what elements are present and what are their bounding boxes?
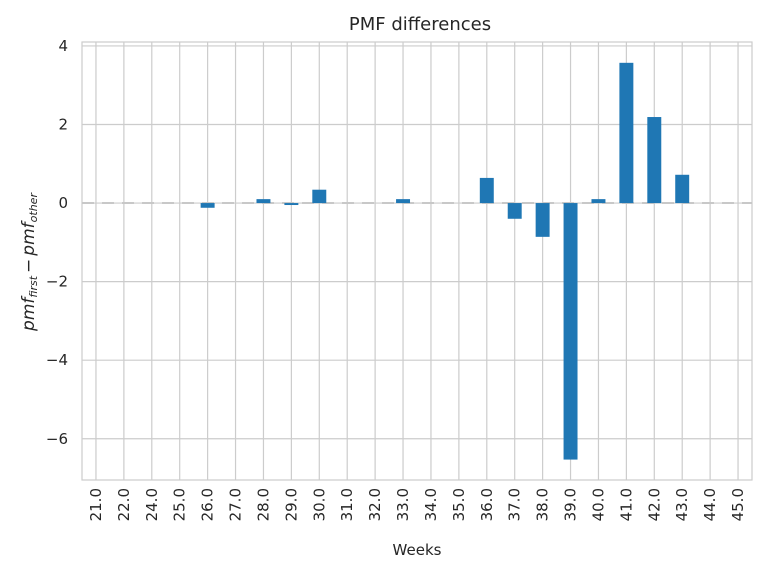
plot-area bbox=[81, 41, 753, 481]
x-tick-label: 39.0 bbox=[562, 488, 580, 521]
x-tick-label: 32.0 bbox=[366, 488, 384, 521]
y-tick-label: −6 bbox=[46, 430, 68, 448]
x-tick-label: 31.0 bbox=[338, 488, 356, 521]
bar bbox=[284, 203, 299, 206]
x-tick-label: 35.0 bbox=[450, 488, 468, 521]
x-tick-label: 41.0 bbox=[617, 488, 635, 521]
x-tick-label: 40.0 bbox=[589, 488, 607, 521]
bar bbox=[619, 62, 634, 204]
y-label-sub-2: other bbox=[27, 192, 40, 223]
x-tick-label: 28.0 bbox=[254, 488, 272, 521]
y-axis-label: pmffirst−pmfother bbox=[19, 192, 40, 332]
x-tick-label: 34.0 bbox=[422, 488, 440, 521]
x-tick-label: 30.0 bbox=[310, 488, 328, 521]
y-tick-label: −2 bbox=[46, 273, 68, 291]
x-tick-label: 29.0 bbox=[282, 488, 300, 521]
bar bbox=[647, 117, 662, 204]
y-tick-labels: −6 −4 −2 0 2 4 bbox=[46, 37, 68, 448]
x-tick-label: 24.0 bbox=[143, 488, 161, 521]
chart-title: PMF differences bbox=[349, 14, 491, 35]
bar bbox=[591, 199, 606, 204]
y-tick-label: −4 bbox=[46, 351, 68, 369]
bar bbox=[535, 203, 550, 237]
x-tick-label: 38.0 bbox=[534, 488, 552, 521]
x-tick-label: 21.0 bbox=[87, 488, 105, 521]
bars bbox=[200, 62, 690, 460]
bar bbox=[200, 203, 215, 208]
x-tick-label: 22.0 bbox=[115, 488, 133, 521]
y-label-base-1: pmf bbox=[19, 295, 39, 332]
y-tick-label: 4 bbox=[58, 37, 68, 55]
x-tick-label: 44.0 bbox=[701, 488, 719, 521]
bar bbox=[312, 189, 327, 204]
bar bbox=[479, 177, 494, 204]
y-label-sub-1: first bbox=[27, 275, 40, 297]
x-tick-label: 25.0 bbox=[171, 488, 189, 521]
y-tick-label: 0 bbox=[58, 194, 68, 212]
y-tick-label: 2 bbox=[58, 115, 68, 133]
x-tick-label: 42.0 bbox=[645, 488, 663, 521]
x-tick-label: 27.0 bbox=[227, 488, 245, 521]
bar bbox=[256, 199, 271, 204]
x-tick-label: 33.0 bbox=[394, 488, 412, 521]
x-tick-label: 45.0 bbox=[729, 488, 747, 521]
x-tick-labels: 21.0 22.0 24.0 25.0 26.0 27.0 28.0 29.0 30.0 31.0… bbox=[87, 488, 747, 521]
y-label-base-2: pmf bbox=[19, 219, 39, 256]
y-gridlines bbox=[82, 45, 752, 440]
y-label-operator: − bbox=[19, 259, 39, 273]
x-tick-label: 36.0 bbox=[478, 488, 496, 521]
x-axis-label: Weeks bbox=[393, 541, 442, 559]
bar bbox=[675, 174, 690, 204]
bar bbox=[563, 203, 578, 460]
x-tick-label: 37.0 bbox=[506, 488, 524, 521]
x-gridlines bbox=[95, 42, 739, 480]
bar bbox=[396, 199, 411, 204]
x-tick-label: 26.0 bbox=[199, 488, 217, 521]
bar bbox=[507, 203, 522, 219]
x-tick-label: 43.0 bbox=[673, 488, 691, 521]
